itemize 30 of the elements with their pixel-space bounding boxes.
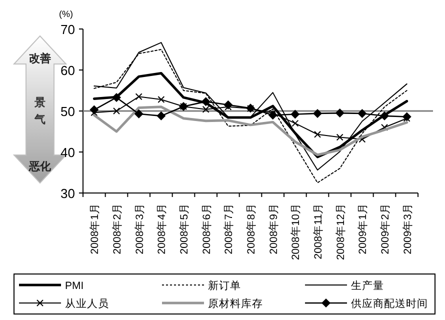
x-tick-label: 2009年1月 xyxy=(357,203,370,254)
x-tick-label: 2008年10月 xyxy=(290,203,302,260)
y-tick-label: 40 xyxy=(60,145,75,160)
x-tick-label: 2008年2月 xyxy=(112,203,124,254)
legend-label: 原材料库存 xyxy=(208,297,263,310)
x-tick-label: 2008年8月 xyxy=(246,203,258,254)
y-tick-label: 70 xyxy=(60,22,75,37)
x-tick-label: 2008年7月 xyxy=(223,203,236,254)
y-axis-title: (%) xyxy=(59,9,73,19)
x-tick-label: 2009年3月 xyxy=(402,203,414,254)
legend-label: PMI xyxy=(65,280,84,292)
x-tick-label: 2008年11月 xyxy=(312,203,324,260)
x-tick-label: 2009年2月 xyxy=(380,203,392,254)
legend-label: 供应商配送时间 xyxy=(351,297,428,310)
x-tick-label: 2008年3月 xyxy=(134,203,146,254)
y-tick-label: 60 xyxy=(60,63,75,78)
legend-label: 从业人员 xyxy=(65,297,109,310)
x-tick-label: 2008年12月 xyxy=(334,203,347,260)
x-tick-label: 2008年4月 xyxy=(156,203,168,254)
text: 景气 xyxy=(34,96,46,126)
legend-label: 生产量 xyxy=(351,279,384,292)
x-tick-label: 2008年1月 xyxy=(89,203,102,254)
x-tick-label: 2008年6月 xyxy=(200,203,213,254)
text: 恶化 xyxy=(28,160,52,173)
x-tick-label: 2008年9月 xyxy=(268,203,280,254)
y-tick-label: 50 xyxy=(60,104,75,119)
text: 改善 xyxy=(29,52,51,65)
legend-label: 新订单 xyxy=(208,279,241,292)
x-tick-label: 2008年5月 xyxy=(178,203,190,254)
y-tick-label: 30 xyxy=(60,186,75,201)
